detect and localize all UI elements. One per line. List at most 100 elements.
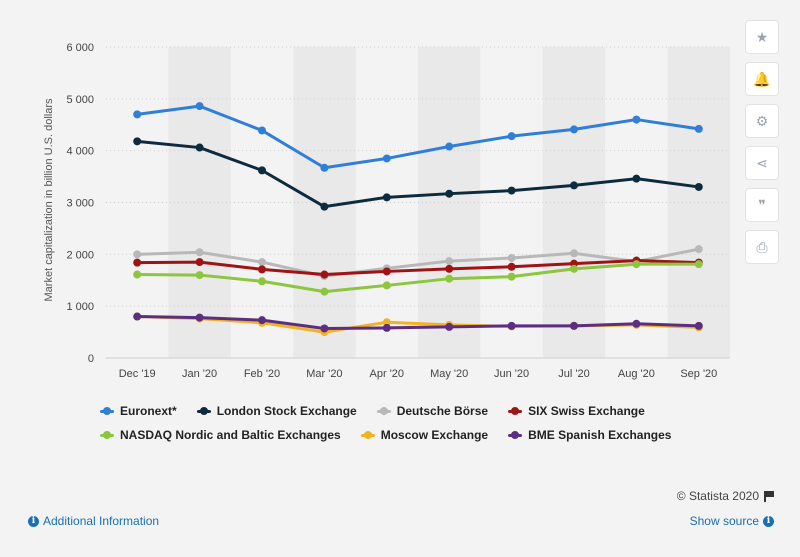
series-bme-spanish-exchanges: [133, 312, 703, 333]
data-point[interactable]: [445, 189, 454, 198]
data-point[interactable]: [632, 174, 641, 183]
data-point[interactable]: [258, 277, 266, 286]
legend-item[interactable]: Deutsche Börse: [376, 404, 488, 418]
data-point[interactable]: [507, 272, 516, 281]
show-source-label: Show source: [689, 514, 759, 528]
legend-item[interactable]: Euronext*: [100, 404, 177, 418]
data-point[interactable]: [195, 313, 204, 322]
data-point[interactable]: [195, 143, 204, 152]
data-point[interactable]: [694, 124, 703, 133]
data-point[interactable]: [258, 258, 266, 267]
data-point[interactable]: [507, 321, 516, 330]
data-point[interactable]: [320, 287, 329, 296]
print-button[interactable]: ⎙: [745, 230, 779, 264]
data-point[interactable]: [507, 262, 516, 271]
y-tick-label: 2 000: [66, 249, 94, 261]
data-point[interactable]: [382, 267, 391, 276]
data-point[interactable]: [507, 132, 516, 141]
share-button[interactable]: ⋖: [745, 146, 779, 180]
data-point[interactable]: [133, 270, 142, 279]
data-point[interactable]: [694, 260, 703, 269]
data-point[interactable]: [445, 264, 454, 273]
data-point[interactable]: [320, 270, 329, 279]
data-point[interactable]: [570, 125, 578, 134]
legend-item[interactable]: NASDAQ Nordic and Baltic Exchanges: [100, 428, 341, 442]
data-point[interactable]: [445, 274, 454, 283]
data-point[interactable]: [570, 321, 578, 330]
additional-information-link[interactable]: i Additional Information: [28, 514, 159, 528]
data-point[interactable]: [195, 248, 204, 257]
additional-information-label: Additional Information: [43, 514, 160, 528]
x-tick-label: Jul '20: [558, 368, 589, 380]
data-point[interactable]: [258, 166, 266, 175]
data-point[interactable]: [133, 110, 142, 119]
star-icon: ★: [755, 28, 769, 45]
data-point[interactable]: [382, 318, 391, 327]
data-point[interactable]: [382, 154, 391, 163]
data-point[interactable]: [258, 316, 266, 325]
data-point[interactable]: [382, 323, 391, 332]
star-button[interactable]: ★: [745, 20, 779, 54]
data-point[interactable]: [195, 258, 204, 267]
alternating-bands: [168, 47, 730, 358]
data-point[interactable]: [195, 102, 204, 111]
data-point[interactable]: [258, 126, 266, 135]
legend-label: Euronext*: [120, 404, 177, 418]
legend-swatch: [508, 406, 523, 415]
series-euronext: [133, 102, 703, 172]
data-point[interactable]: [570, 264, 578, 273]
legend-item[interactable]: London Stock Exchange: [196, 404, 357, 418]
data-point[interactable]: [507, 253, 516, 262]
data-point[interactable]: [258, 265, 266, 274]
y-axis-label: Market capitalization in billion U.S. do…: [43, 98, 55, 301]
quote-icon: ❞: [758, 196, 766, 213]
x-tick-label: May '20: [430, 368, 468, 380]
data-point[interactable]: [133, 312, 142, 321]
data-point[interactable]: [632, 115, 641, 124]
bell-icon: 🔔: [753, 70, 771, 87]
bell-button[interactable]: 🔔: [745, 62, 779, 96]
data-point[interactable]: [445, 257, 454, 266]
legend-item[interactable]: SIX Swiss Exchange: [508, 404, 645, 418]
data-point[interactable]: [632, 319, 641, 328]
data-point[interactable]: [445, 142, 454, 151]
x-tick-label: Jun '20: [494, 368, 529, 380]
data-point[interactable]: [570, 181, 578, 190]
data-point[interactable]: [320, 324, 329, 333]
legend-label: BME Spanish Exchanges: [528, 428, 672, 442]
data-point[interactable]: [195, 271, 204, 280]
data-point[interactable]: [570, 249, 578, 258]
statista-credit[interactable]: © Statista 2020: [677, 489, 774, 503]
data-point[interactable]: [382, 193, 391, 202]
data-point[interactable]: [694, 245, 703, 254]
share-icon: ⋖: [756, 154, 768, 171]
data-point[interactable]: [694, 321, 703, 330]
data-point[interactable]: [507, 186, 516, 195]
gear-button[interactable]: ⚙: [745, 104, 779, 138]
data-point[interactable]: [133, 137, 142, 146]
legend-item[interactable]: Moscow Exchange: [360, 428, 488, 442]
data-point[interactable]: [694, 182, 703, 191]
quote-button[interactable]: ❞: [745, 188, 779, 222]
y-tick-label: 5 000: [66, 94, 94, 106]
x-tick-label: Sep '20: [680, 368, 717, 380]
data-point[interactable]: [133, 250, 142, 259]
info-icon: i: [763, 515, 774, 527]
legend-swatch: [360, 430, 375, 439]
data-point[interactable]: [320, 163, 329, 172]
series-line: [137, 259, 699, 277]
data-point[interactable]: [632, 260, 641, 269]
legend-swatch: [376, 406, 391, 415]
show-source-link[interactable]: Show source i: [690, 514, 774, 528]
y-tick-label: 0: [88, 353, 94, 365]
data-point[interactable]: [445, 322, 454, 331]
series-lines: [133, 102, 703, 337]
series-line: [137, 247, 700, 278]
data-point[interactable]: [320, 202, 329, 211]
data-point[interactable]: [133, 258, 142, 267]
legend-swatch: [508, 430, 523, 439]
data-point[interactable]: [382, 281, 391, 290]
column-band: [418, 47, 481, 358]
series-line: [137, 315, 699, 330]
legend-item[interactable]: BME Spanish Exchanges: [508, 428, 671, 442]
